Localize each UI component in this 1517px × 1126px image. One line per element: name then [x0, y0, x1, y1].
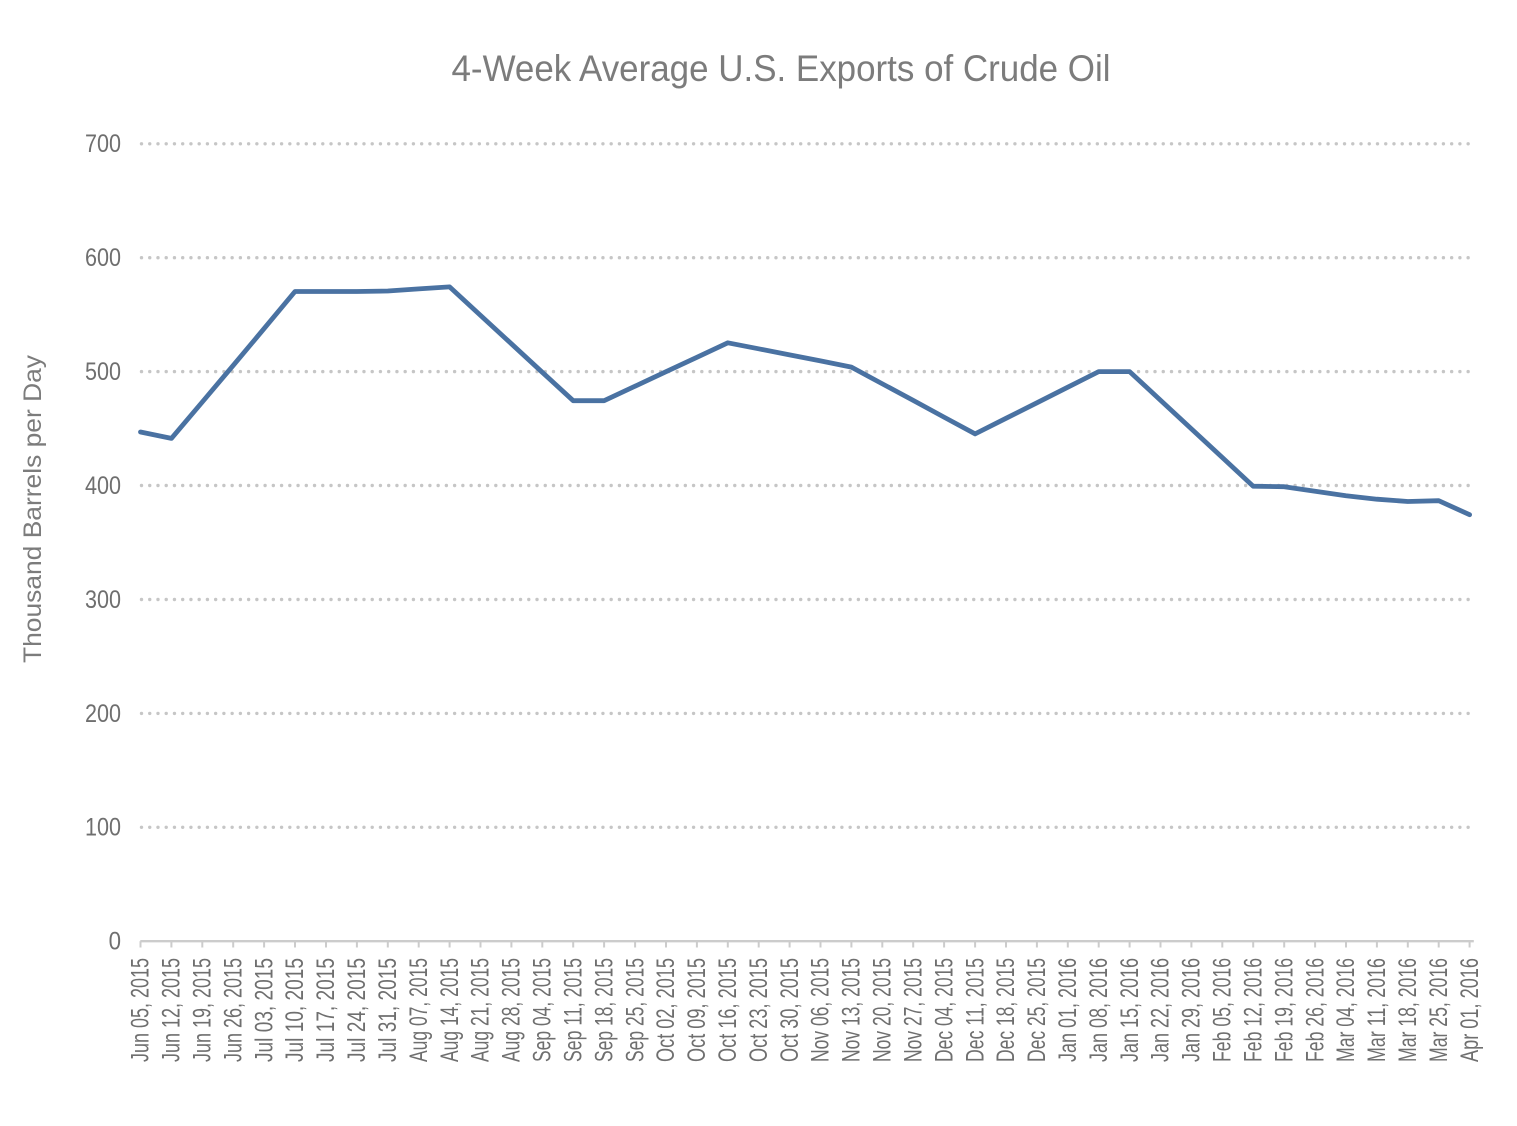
- svg-text:Feb 05, 2016: Feb 05, 2016: [1209, 958, 1237, 1062]
- svg-text:Feb 26, 2016: Feb 26, 2016: [1301, 958, 1329, 1062]
- svg-text:Dec 04, 2015: Dec 04, 2015: [930, 958, 958, 1062]
- svg-text:600: 600: [85, 244, 121, 272]
- svg-text:Apr 01, 2016: Apr 01, 2016: [1456, 958, 1484, 1062]
- svg-text:Jan 29, 2016: Jan 29, 2016: [1178, 958, 1206, 1062]
- svg-text:Jan 22, 2016: Jan 22, 2016: [1147, 958, 1175, 1062]
- svg-text:Aug 14, 2015: Aug 14, 2015: [436, 958, 464, 1062]
- svg-text:Dec 18, 2015: Dec 18, 2015: [992, 958, 1020, 1062]
- svg-text:Oct 16, 2015: Oct 16, 2015: [714, 958, 742, 1062]
- svg-text:200: 200: [85, 700, 121, 728]
- svg-text:Dec 25, 2015: Dec 25, 2015: [1023, 958, 1051, 1062]
- svg-text:400: 400: [85, 472, 121, 500]
- svg-text:Oct 23, 2015: Oct 23, 2015: [745, 958, 773, 1062]
- svg-text:Mar 04, 2016: Mar 04, 2016: [1332, 958, 1360, 1062]
- svg-text:500: 500: [85, 358, 121, 386]
- svg-text:Jun 12, 2015: Jun 12, 2015: [158, 958, 186, 1062]
- svg-text:0: 0: [109, 928, 121, 956]
- svg-text:Dec 11, 2015: Dec 11, 2015: [961, 958, 989, 1062]
- svg-text:Jan 01, 2016: Jan 01, 2016: [1054, 958, 1082, 1062]
- svg-text:Aug 21, 2015: Aug 21, 2015: [467, 958, 495, 1062]
- svg-text:Feb 19, 2016: Feb 19, 2016: [1270, 958, 1298, 1062]
- svg-text:Feb 12, 2016: Feb 12, 2016: [1239, 958, 1267, 1062]
- svg-text:Sep 04, 2015: Sep 04, 2015: [529, 958, 557, 1062]
- svg-text:Mar 18, 2016: Mar 18, 2016: [1394, 958, 1422, 1062]
- svg-text:Nov 13, 2015: Nov 13, 2015: [838, 958, 866, 1062]
- svg-text:Jul 31, 2015: Jul 31, 2015: [374, 958, 402, 1062]
- svg-text:Sep 25, 2015: Sep 25, 2015: [621, 958, 649, 1062]
- svg-text:Jan 08, 2016: Jan 08, 2016: [1085, 958, 1113, 1062]
- svg-text:Oct 02, 2015: Oct 02, 2015: [652, 958, 680, 1062]
- svg-text:Jun 05, 2015: Jun 05, 2015: [127, 958, 155, 1062]
- svg-text:4-Week Average U.S. Exports of: 4-Week Average U.S. Exports of Crude Oil: [452, 47, 1111, 89]
- svg-text:Jun 26, 2015: Jun 26, 2015: [219, 958, 247, 1062]
- svg-text:300: 300: [85, 586, 121, 614]
- svg-text:Sep 11, 2015: Sep 11, 2015: [559, 958, 587, 1062]
- svg-text:Jul 03, 2015: Jul 03, 2015: [250, 958, 278, 1062]
- svg-text:Jul 17, 2015: Jul 17, 2015: [312, 958, 340, 1062]
- svg-text:Jul 10, 2015: Jul 10, 2015: [281, 958, 309, 1062]
- svg-text:Mar 25, 2016: Mar 25, 2016: [1425, 958, 1453, 1062]
- svg-text:100: 100: [85, 814, 121, 842]
- svg-text:Nov 06, 2015: Nov 06, 2015: [807, 958, 835, 1062]
- svg-text:Nov 20, 2015: Nov 20, 2015: [869, 958, 897, 1062]
- svg-text:Nov 27, 2015: Nov 27, 2015: [899, 958, 927, 1062]
- svg-text:Sep 18, 2015: Sep 18, 2015: [590, 958, 618, 1062]
- svg-text:Mar 11, 2016: Mar 11, 2016: [1363, 958, 1391, 1062]
- svg-text:Thousand Barrels per Day: Thousand Barrels per Day: [19, 354, 47, 663]
- svg-text:Aug 28, 2015: Aug 28, 2015: [498, 958, 526, 1062]
- svg-text:Aug 07, 2015: Aug 07, 2015: [405, 958, 433, 1062]
- svg-text:Jun 19, 2015: Jun 19, 2015: [189, 958, 217, 1062]
- svg-text:Jan 15, 2016: Jan 15, 2016: [1116, 958, 1144, 1062]
- svg-text:700: 700: [85, 130, 121, 158]
- svg-text:Oct 30, 2015: Oct 30, 2015: [776, 958, 804, 1062]
- svg-text:Jul 24, 2015: Jul 24, 2015: [343, 958, 371, 1062]
- svg-text:Oct 09, 2015: Oct 09, 2015: [683, 958, 711, 1062]
